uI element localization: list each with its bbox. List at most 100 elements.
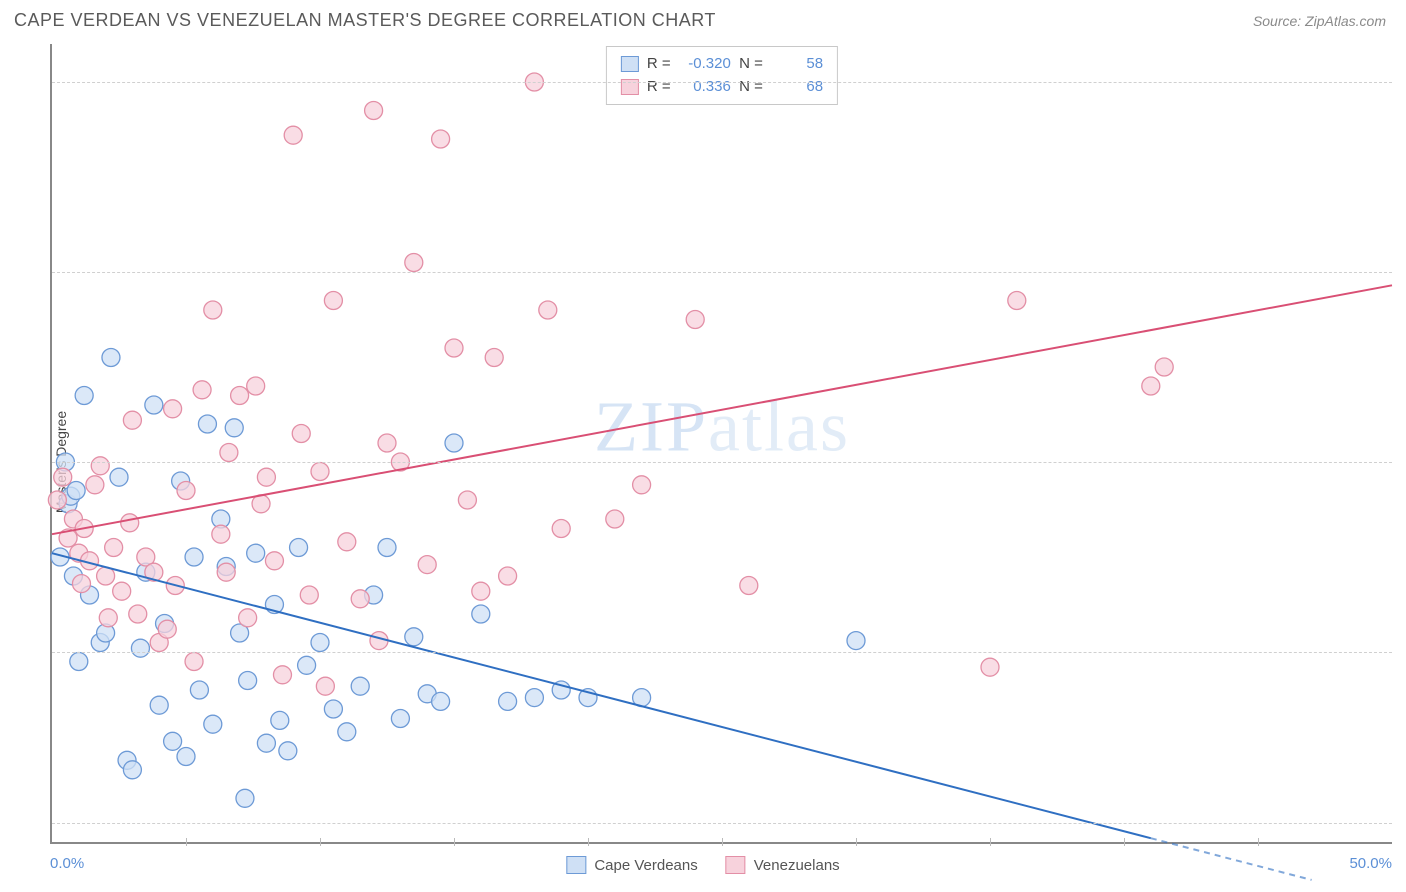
data-point bbox=[981, 658, 999, 676]
data-point bbox=[177, 482, 195, 500]
data-point bbox=[378, 539, 396, 557]
data-point bbox=[458, 491, 476, 509]
data-point bbox=[102, 349, 120, 367]
data-point bbox=[338, 723, 356, 741]
data-point bbox=[525, 689, 543, 707]
data-point bbox=[123, 411, 141, 429]
data-point bbox=[485, 349, 503, 367]
data-point bbox=[1142, 377, 1160, 395]
data-point bbox=[247, 544, 265, 562]
data-point bbox=[378, 434, 396, 452]
data-point bbox=[158, 620, 176, 638]
data-point bbox=[257, 468, 275, 486]
gridline-h bbox=[52, 462, 1392, 463]
x-tick bbox=[186, 838, 187, 846]
trend-line bbox=[52, 553, 1151, 838]
data-point bbox=[1155, 358, 1173, 376]
chart-header: CAPE VERDEAN VS VENEZUELAN MASTER'S DEGR… bbox=[0, 0, 1406, 37]
x-tick bbox=[1258, 838, 1259, 846]
data-point bbox=[129, 605, 147, 623]
data-point bbox=[472, 582, 490, 600]
data-point bbox=[99, 609, 117, 627]
data-point bbox=[271, 711, 289, 729]
data-point bbox=[204, 301, 222, 319]
data-point bbox=[236, 789, 254, 807]
data-point bbox=[279, 742, 297, 760]
data-point bbox=[391, 710, 409, 728]
chart-source: Source: ZipAtlas.com bbox=[1253, 13, 1386, 29]
data-point bbox=[131, 639, 149, 657]
x-tick bbox=[990, 838, 991, 846]
trend-line bbox=[52, 285, 1392, 534]
data-point bbox=[67, 482, 85, 500]
data-point bbox=[290, 539, 308, 557]
data-point bbox=[70, 653, 88, 671]
data-point bbox=[405, 628, 423, 646]
data-point bbox=[539, 301, 557, 319]
data-point bbox=[552, 520, 570, 538]
legend-stats: R = 0.336 N = 68 bbox=[647, 76, 823, 99]
data-point bbox=[324, 700, 342, 718]
data-point bbox=[217, 563, 235, 581]
data-point bbox=[351, 590, 369, 608]
data-point bbox=[239, 672, 257, 690]
data-point bbox=[432, 130, 450, 148]
data-point bbox=[75, 387, 93, 405]
plot-wrapper: Master's Degree ZIPatlas R = -0.320 N = … bbox=[14, 44, 1392, 880]
x-tick bbox=[856, 838, 857, 846]
data-point bbox=[54, 468, 72, 486]
gridline-h bbox=[52, 823, 1392, 824]
data-point bbox=[220, 444, 238, 462]
data-point bbox=[164, 400, 182, 418]
data-point bbox=[185, 548, 203, 566]
legend-row: R = 0.336 N = 68 bbox=[621, 76, 823, 99]
data-point bbox=[110, 468, 128, 486]
data-point bbox=[298, 656, 316, 674]
data-point bbox=[1008, 292, 1026, 310]
legend-label: Cape Verdeans bbox=[594, 857, 697, 874]
x-tick-zero: 0.0% bbox=[50, 855, 84, 872]
data-point bbox=[472, 605, 490, 623]
data-point bbox=[91, 457, 109, 475]
data-point bbox=[198, 415, 216, 433]
data-point bbox=[204, 715, 222, 733]
data-point bbox=[418, 556, 436, 574]
data-point bbox=[239, 609, 257, 627]
x-tick bbox=[454, 838, 455, 846]
legend-stats: R = -0.320 N = 58 bbox=[647, 53, 823, 76]
data-point bbox=[351, 677, 369, 695]
data-point bbox=[606, 510, 624, 528]
data-point bbox=[365, 102, 383, 120]
x-tick bbox=[588, 838, 589, 846]
data-point bbox=[847, 632, 865, 650]
data-point bbox=[164, 732, 182, 750]
data-point bbox=[499, 692, 517, 710]
data-point bbox=[225, 419, 243, 437]
data-point bbox=[257, 734, 275, 752]
data-point bbox=[190, 681, 208, 699]
data-point bbox=[499, 567, 517, 585]
data-point bbox=[445, 339, 463, 357]
data-point bbox=[150, 696, 168, 714]
chart-title: CAPE VERDEAN VS VENEZUELAN MASTER'S DEGR… bbox=[14, 10, 716, 31]
trend-line-dashed bbox=[1151, 838, 1312, 880]
chart-svg bbox=[52, 44, 1392, 842]
x-tick bbox=[722, 838, 723, 846]
legend-row: R = -0.320 N = 58 bbox=[621, 53, 823, 76]
legend-swatch bbox=[566, 856, 586, 874]
data-point bbox=[338, 533, 356, 551]
x-tick bbox=[1124, 838, 1125, 846]
data-point bbox=[212, 525, 230, 543]
data-point bbox=[123, 761, 141, 779]
correlation-legend: R = -0.320 N = 58R = 0.336 N = 68 bbox=[606, 46, 838, 105]
legend-item: Cape Verdeans bbox=[566, 856, 697, 874]
data-point bbox=[273, 666, 291, 684]
data-point bbox=[300, 586, 318, 604]
legend-label: Venezuelans bbox=[754, 857, 840, 874]
data-point bbox=[121, 514, 139, 532]
data-point bbox=[247, 377, 265, 395]
data-point bbox=[405, 254, 423, 272]
series-legend: Cape Verdeans Venezuelans bbox=[566, 856, 839, 874]
data-point bbox=[177, 748, 195, 766]
data-point bbox=[193, 381, 211, 399]
